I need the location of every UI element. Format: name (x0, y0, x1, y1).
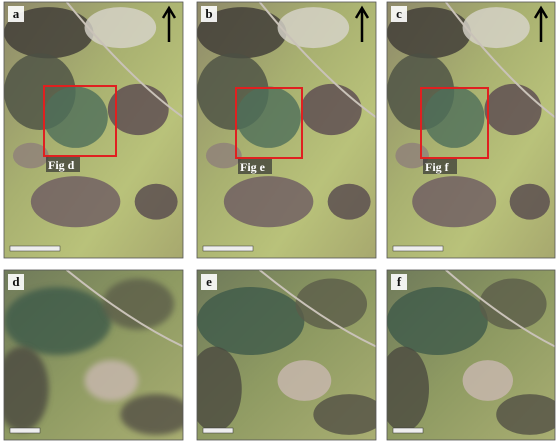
scale-bar (393, 428, 423, 433)
terrain-feature (31, 176, 121, 227)
terrain-feature (463, 360, 513, 401)
terrain-feature (43, 86, 107, 147)
image-content (379, 270, 557, 440)
scale-bar (203, 246, 253, 251)
terrain-feature (379, 347, 429, 432)
terrain-feature (224, 176, 314, 227)
terrain-feature (135, 184, 178, 220)
terrain-feature (188, 347, 242, 432)
terrain-feature (278, 360, 332, 401)
terrain-feature (85, 360, 139, 401)
image-panel: b Fig e (197, 2, 376, 258)
terrain-feature (424, 86, 484, 147)
image-panel: e (188, 270, 385, 440)
scale-bar (393, 246, 443, 251)
terrain-feature (412, 176, 496, 227)
image-panel: a Fig d (4, 2, 183, 258)
inset-label: Fig e (240, 160, 266, 174)
image-content (188, 270, 385, 440)
terrain-feature (85, 7, 157, 48)
image-panel: d (0, 270, 192, 440)
terrain-feature (328, 184, 371, 220)
terrain-feature (278, 7, 350, 48)
image-panel: c Fig f (387, 2, 555, 258)
terrain-feature (463, 7, 530, 48)
panel-label: b (205, 6, 212, 21)
image-content (197, 2, 376, 258)
scale-bar (10, 428, 40, 433)
image-panel: f (379, 270, 557, 440)
panel-label: c (396, 6, 402, 21)
figure: a Fig d b Fig e c Fig f d e f (0, 0, 557, 443)
terrain-feature (510, 184, 550, 220)
inset-label: Fig f (425, 160, 450, 174)
panel-label: d (12, 274, 20, 289)
terrain-feature (484, 84, 541, 135)
panel-label: e (206, 274, 212, 289)
terrain-feature (120, 394, 192, 435)
panel-label: a (13, 6, 20, 21)
terrain-feature (197, 287, 304, 355)
terrain-feature (4, 287, 111, 355)
image-content (0, 270, 192, 440)
panel-label: f (397, 274, 402, 289)
terrain-feature (387, 287, 488, 355)
scale-bar (10, 246, 60, 251)
scale-bar (203, 428, 233, 433)
image-content (4, 2, 183, 258)
terrain-feature (236, 86, 300, 147)
inset-label: Fig d (48, 158, 75, 172)
image-content (387, 2, 555, 258)
terrain-feature (313, 394, 385, 435)
terrain-feature (301, 84, 362, 135)
